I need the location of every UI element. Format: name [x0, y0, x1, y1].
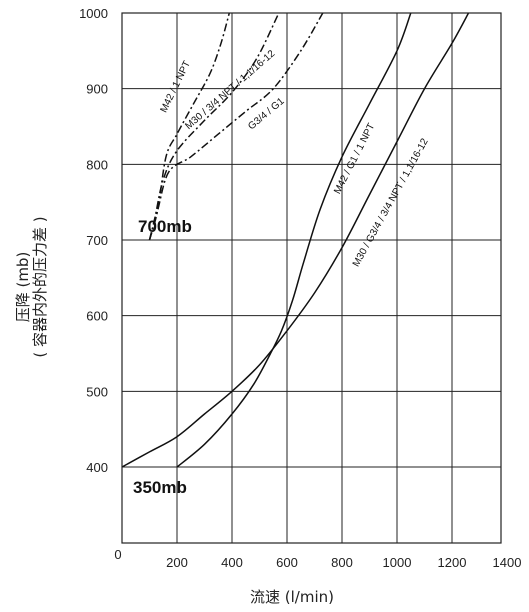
x-axis-title: 流速 (l/min) [250, 588, 334, 606]
chart-grid [122, 13, 501, 543]
curve-label: M30 / G3/4 / 3/4 NPT / 1,1/16-12 [351, 136, 431, 268]
y-tick-label: 900 [86, 82, 108, 97]
x-tick-label: 1000 [383, 555, 412, 570]
y-tick-label: 400 [86, 460, 108, 475]
x-tick-label: 600 [276, 555, 298, 570]
annotation-label: 700mb [138, 217, 192, 236]
y-tick-label: 1000 [79, 6, 108, 21]
y-tick-label: 600 [86, 309, 108, 324]
plot-frame [121, 12, 502, 544]
series-line [148, 12, 280, 241]
curve-label: M42 / 1 NPT [159, 59, 193, 114]
y-axis-subtitle: ( 容器内外的压力差 ) [31, 216, 49, 357]
y-axis-title: 压降 (mb) [14, 252, 32, 323]
x-tick-label: 1200 [438, 555, 467, 570]
chart-curves [121, 12, 470, 468]
plot-border [121, 12, 502, 544]
series-line [148, 12, 324, 241]
x-origin-label: 0 [114, 547, 121, 562]
x-tick-label: 200 [166, 555, 188, 570]
x-tick-label: 1400 [493, 555, 522, 570]
series-line [176, 12, 412, 468]
annotation-label: 350mb [133, 478, 187, 497]
y-tick-label: 500 [86, 384, 108, 399]
y-tick-label: 800 [86, 157, 108, 172]
x-tick-label: 400 [221, 555, 243, 570]
axis-ticks: 200 400 600 800 1000 1200 1400 0 400 500 600 700 800… [79, 6, 521, 570]
series-line [121, 12, 470, 468]
x-tick-label: 800 [331, 555, 353, 570]
curve-label: G3/4 / G1 [246, 96, 287, 133]
y-tick-label: 700 [86, 233, 108, 248]
